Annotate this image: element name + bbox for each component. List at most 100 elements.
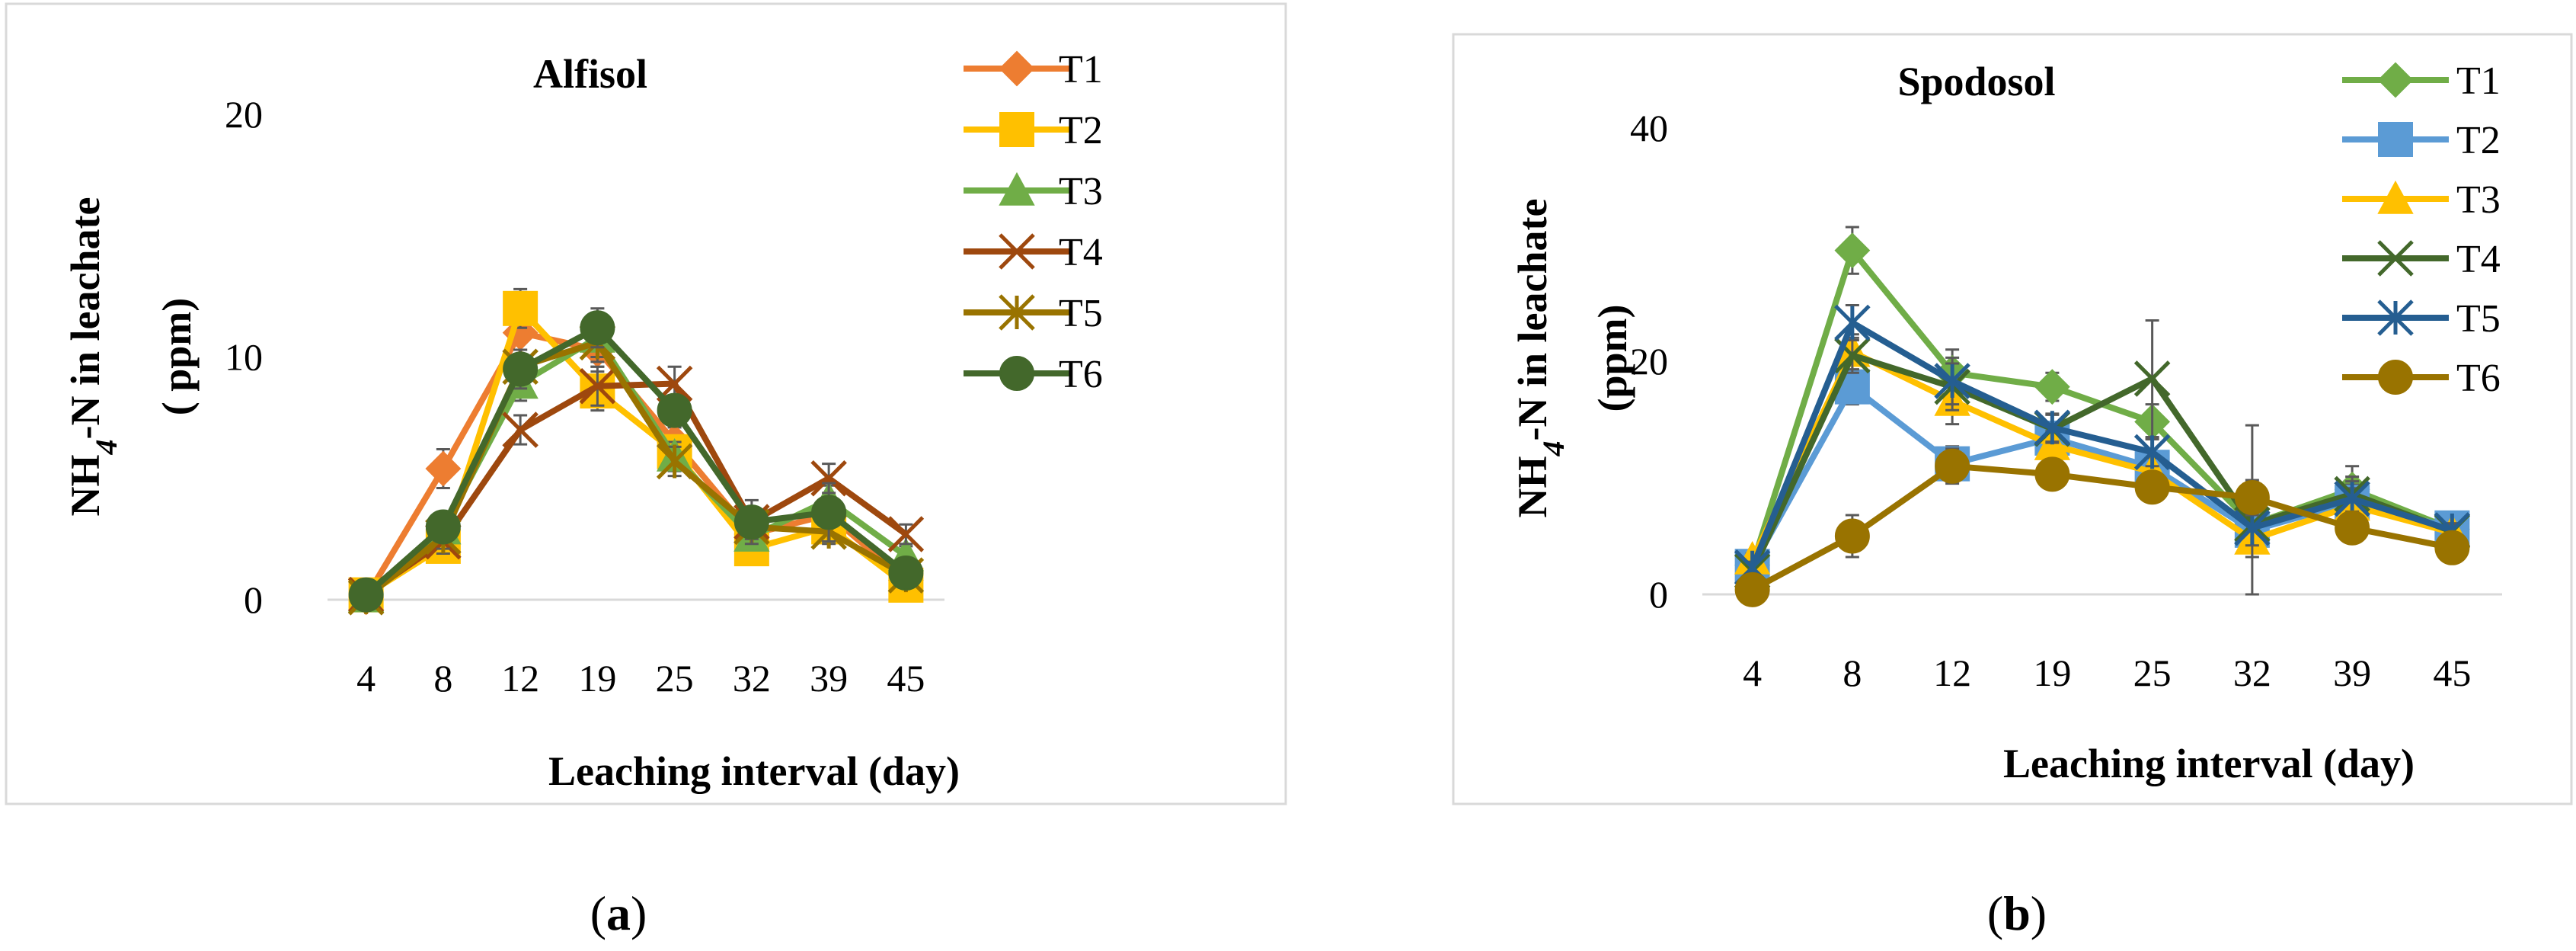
y-axis-label-rest: -N in leachate — [1510, 199, 1555, 441]
legend-item-T5: T5 — [964, 292, 1103, 335]
y-axis-label-sub: 4 — [1536, 440, 1571, 456]
x-tick-label: 45 — [2433, 652, 2471, 694]
data-point — [1734, 572, 1770, 607]
y-axis-label-main: NH — [62, 454, 108, 516]
data-point — [425, 509, 461, 545]
legend-item-T4: T4 — [964, 231, 1103, 274]
chart-title: Spodosol — [1897, 59, 2055, 104]
series-line — [1749, 319, 2453, 569]
data-point — [579, 367, 616, 405]
data-point — [888, 555, 924, 591]
x-tick-label: 32 — [733, 657, 771, 700]
legend-item-T2: T2 — [964, 109, 1103, 152]
y-axis-label: NH4-N in leachate — [1510, 199, 1571, 518]
x-tick-label: 12 — [501, 657, 539, 700]
legend-item-T1: T1 — [964, 48, 1103, 91]
data-point — [2133, 434, 2171, 471]
x-tick-label: 19 — [578, 657, 616, 700]
data-point — [2034, 456, 2070, 492]
y-axis-unit: ( ppm) — [154, 298, 200, 416]
legend-label: T3 — [2456, 178, 2501, 222]
y-tick-label: 0 — [1649, 573, 1668, 616]
x-tick-label: 12 — [1933, 652, 1971, 694]
series-line — [1749, 352, 2453, 573]
data-point — [2234, 480, 2270, 516]
legend-marker — [999, 171, 1035, 206]
y-tick-label: 10 — [225, 336, 263, 379]
data-point — [503, 290, 539, 326]
data-point — [580, 310, 615, 346]
data-point — [2335, 510, 2370, 546]
legend-marker — [2377, 62, 2414, 98]
data-point — [502, 411, 539, 448]
legend-marker — [999, 294, 1035, 331]
legend-item-T3: T3 — [964, 170, 1103, 213]
legend-label: T5 — [1059, 292, 1103, 335]
y-axis-label-main: NH — [1510, 456, 1555, 517]
alfisol-chart: Alfisol 0 10 20 4 8 12 19 25 32 39 45 Leaching inter… — [62, 48, 1103, 794]
data-point — [887, 516, 925, 552]
data-point — [2034, 409, 2071, 446]
legend-item-T5: T5 — [2342, 297, 2501, 341]
x-tick-label: 8 — [1843, 652, 1862, 694]
data-point — [2234, 510, 2271, 546]
x-tick-label: 19 — [2033, 652, 2071, 694]
y-axis-unit: (ppm) — [1590, 304, 1635, 411]
spodosol-chart: Spodosol 0 20 40 4 8 12 19 25 32 39 45 Leaching inte… — [1510, 59, 2502, 786]
x-tick-label: 25 — [656, 657, 694, 700]
legend-label: T6 — [1059, 353, 1103, 396]
y-tick-label: 0 — [244, 578, 263, 621]
y-axis-label: NH4-N in leachate — [62, 197, 123, 517]
x-axis-label: Leaching interval (day) — [548, 748, 960, 794]
legend-item-T6: T6 — [964, 353, 1103, 396]
legend-marker — [999, 233, 1035, 270]
data-point — [733, 504, 769, 540]
data-point — [657, 392, 692, 428]
x-axis-label: Leaching interval (day) — [2003, 741, 2415, 786]
y-tick-label: 40 — [1630, 107, 1668, 149]
x-tick-label: 25 — [2133, 652, 2172, 694]
data-point — [2334, 480, 2370, 517]
legend-item-T4: T4 — [2342, 238, 2501, 281]
legend-item-T3: T3 — [2342, 178, 2501, 222]
y-tick-label: 20 — [1630, 340, 1668, 383]
caption-a: (a) — [590, 886, 647, 940]
legend-label: T5 — [2456, 297, 2501, 341]
legend-label: T1 — [1059, 48, 1103, 91]
data-point — [811, 495, 847, 530]
legend-marker — [2377, 240, 2414, 277]
legend-marker — [999, 356, 1034, 391]
series-line — [364, 339, 908, 600]
legend-label: T1 — [2456, 59, 2501, 103]
legend-label: T3 — [1059, 170, 1103, 213]
x-tick-label: 39 — [2333, 652, 2371, 694]
legend-label: T2 — [1059, 109, 1103, 152]
x-tick-label: 8 — [433, 657, 452, 700]
data-point — [1834, 232, 1871, 269]
legend-marker — [2378, 360, 2413, 395]
panel-b-frame — [1452, 33, 2573, 805]
x-tick-label: 45 — [887, 657, 925, 700]
data-point — [503, 351, 539, 387]
legend-marker — [2377, 299, 2414, 336]
x-tick-label: 4 — [356, 657, 376, 700]
data-point — [656, 443, 693, 480]
y-axis-label-sub: 4 — [89, 439, 123, 455]
data-point — [348, 577, 384, 613]
series-T1 — [348, 309, 924, 616]
data-point — [1834, 304, 1871, 341]
data-point — [810, 459, 847, 497]
legend-marker — [999, 112, 1034, 147]
legend-label: T6 — [2456, 357, 2501, 400]
legend-item-T6: T6 — [2342, 357, 2501, 400]
caption-b: (b) — [1987, 886, 2047, 940]
legend-item-T2: T2 — [2342, 119, 2501, 162]
x-tick-label: 39 — [810, 657, 848, 700]
series-T6 — [348, 307, 924, 613]
x-tick-label: 4 — [1743, 652, 1762, 694]
data-point — [425, 450, 462, 487]
legend-marker — [999, 50, 1035, 87]
series-T2 — [348, 287, 924, 613]
data-point — [1934, 363, 1970, 399]
